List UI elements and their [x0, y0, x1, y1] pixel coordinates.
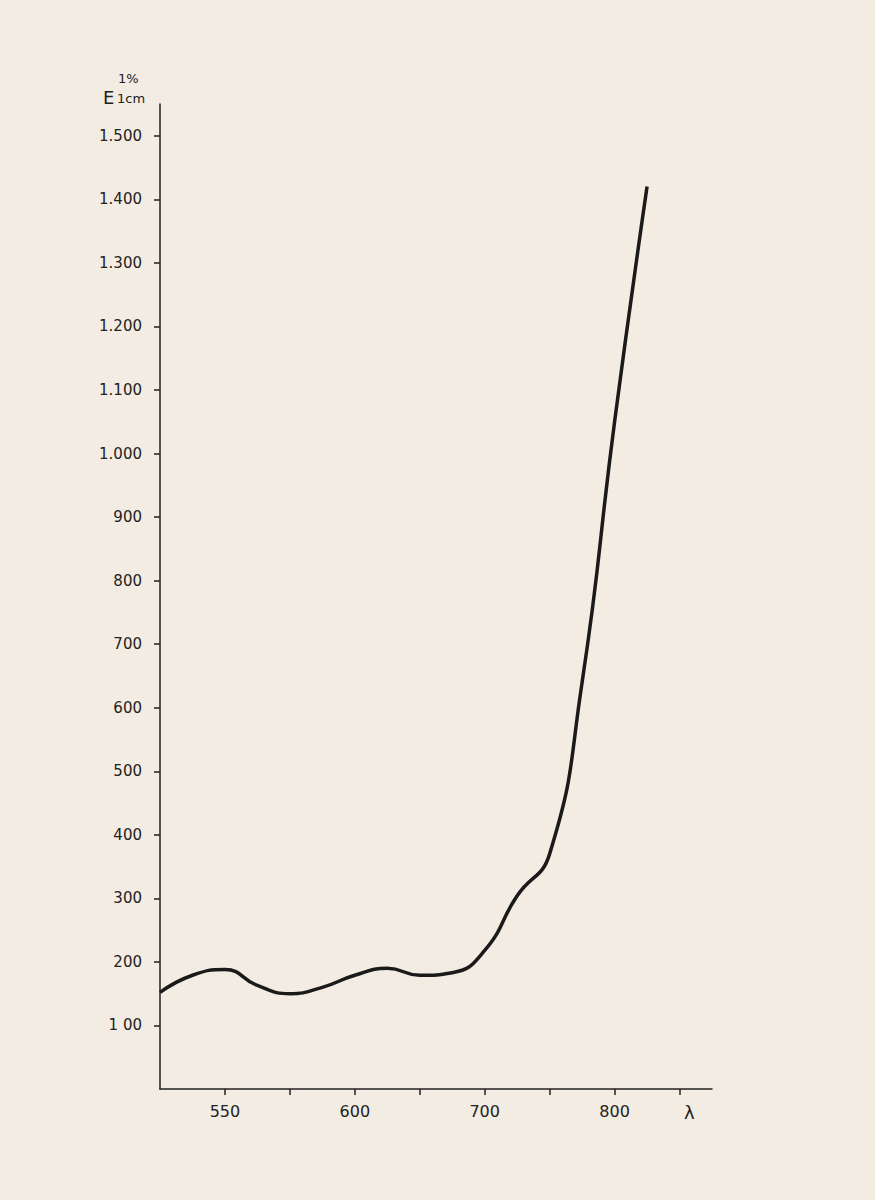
svg-text:1%: 1% [118, 71, 139, 86]
svg-text:900: 900 [113, 508, 142, 526]
svg-text:700: 700 [113, 635, 142, 653]
svg-text:1.200: 1.200 [99, 317, 142, 335]
svg-text:λ: λ [684, 1102, 695, 1123]
svg-text:300: 300 [113, 889, 142, 907]
svg-text:1.100: 1.100 [99, 381, 142, 399]
svg-text:500: 500 [113, 762, 142, 780]
svg-text:1.400: 1.400 [99, 190, 142, 208]
svg-text:400: 400 [113, 826, 142, 844]
svg-text:600: 600 [113, 699, 142, 717]
svg-text:200: 200 [113, 953, 142, 971]
svg-text:E: E [103, 87, 114, 108]
svg-text:1.500: 1.500 [99, 127, 142, 145]
svg-text:1.000: 1.000 [99, 445, 142, 463]
svg-text:1.300: 1.300 [99, 254, 142, 272]
svg-text:800: 800 [599, 1102, 630, 1121]
svg-text:800: 800 [113, 572, 142, 590]
svg-text:1 00: 1 00 [109, 1016, 142, 1034]
svg-text:600: 600 [340, 1102, 371, 1121]
svg-text:550: 550 [210, 1102, 241, 1121]
svg-text:700: 700 [469, 1102, 500, 1121]
svg-text:1cm: 1cm [117, 91, 145, 106]
